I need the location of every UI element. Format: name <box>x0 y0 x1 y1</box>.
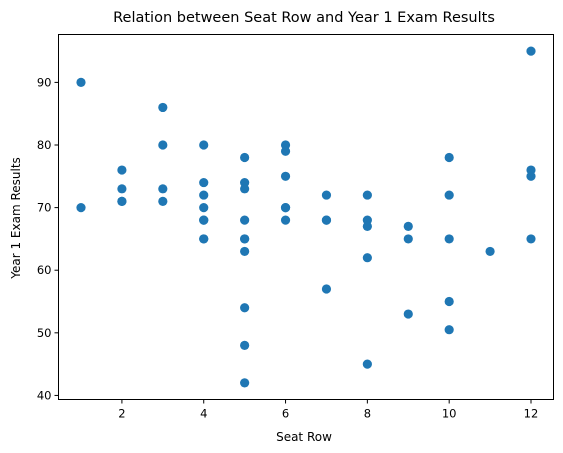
data-point <box>321 284 332 294</box>
data-point <box>158 184 168 194</box>
data-point <box>526 46 536 56</box>
data-point <box>485 246 495 257</box>
x-tick-label: 6 <box>282 407 289 421</box>
data-point <box>240 340 250 350</box>
x-tick-label: 8 <box>364 407 371 421</box>
x-tick-label: 4 <box>200 407 207 421</box>
y-axis-label: Year 1 Exam Results <box>9 157 23 280</box>
plot-frame <box>58 34 554 400</box>
data-point <box>280 215 291 225</box>
data-point <box>240 184 250 194</box>
data-point <box>403 309 413 319</box>
axis-ticks: 2 4 6 8 10 12 40 50 60 70 80 90 <box>37 75 538 420</box>
data-point <box>280 146 291 156</box>
data-point <box>158 102 168 113</box>
data-point <box>444 325 454 335</box>
y-tick-label: 70 <box>37 201 52 215</box>
y-tick-label: 80 <box>37 138 52 152</box>
data-point <box>76 203 86 213</box>
data-point <box>117 165 127 175</box>
data-point <box>240 215 250 225</box>
data-point <box>321 215 332 225</box>
data-point <box>76 77 86 87</box>
x-tick-label: 10 <box>442 407 457 421</box>
x-tick-label: 2 <box>118 407 125 421</box>
data-point <box>240 246 250 257</box>
y-tick-label: 50 <box>37 326 52 340</box>
data-point <box>280 171 291 181</box>
data-point <box>158 140 168 150</box>
data-point <box>117 196 127 206</box>
data-point <box>199 190 209 200</box>
x-tick-label: 12 <box>524 407 539 421</box>
scatter-points <box>76 46 536 388</box>
y-tick-label: 90 <box>37 75 52 89</box>
chart-title: Relation between Seat Row and Year 1 Exa… <box>113 10 495 26</box>
data-point <box>403 221 413 231</box>
data-point <box>444 152 454 163</box>
data-point <box>117 184 127 194</box>
data-point <box>444 234 454 244</box>
data-point <box>240 152 250 163</box>
data-point <box>280 203 291 213</box>
data-point <box>526 171 536 181</box>
y-tick-label: 60 <box>37 263 52 277</box>
data-point <box>199 215 209 225</box>
data-point <box>362 190 372 200</box>
data-point <box>199 140 209 150</box>
data-point <box>526 234 536 244</box>
data-point <box>444 190 454 200</box>
data-point <box>158 196 168 206</box>
y-tick-label: 40 <box>37 388 52 402</box>
data-point <box>362 253 372 263</box>
data-point <box>444 296 454 307</box>
data-point <box>199 234 209 244</box>
data-point <box>199 203 209 213</box>
data-point <box>240 234 250 244</box>
data-point <box>199 177 209 188</box>
x-axis-label: Seat Row <box>276 430 332 444</box>
data-point <box>403 234 413 244</box>
data-point <box>321 190 332 200</box>
data-point <box>240 303 250 313</box>
data-point <box>362 221 372 231</box>
data-point <box>362 359 372 369</box>
data-point <box>240 378 250 388</box>
